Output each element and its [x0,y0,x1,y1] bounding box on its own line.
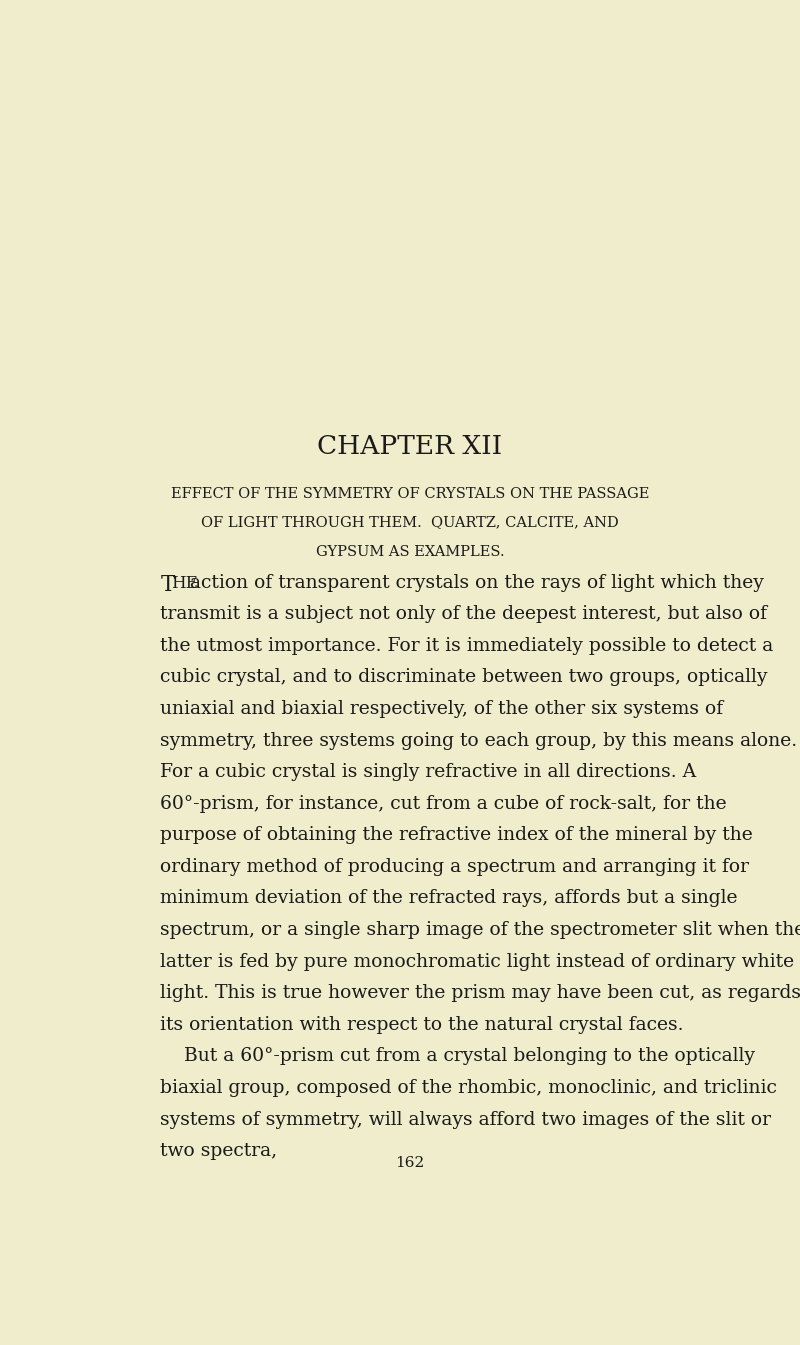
Text: systems of symmetry, will always afford two images of the slit or: systems of symmetry, will always afford … [161,1111,771,1128]
Text: 60°-prism, for instance, cut from a cube of rock-salt, for the: 60°-prism, for instance, cut from a cube… [161,795,727,812]
Text: But a 60°-prism cut from a crystal belonging to the optically: But a 60°-prism cut from a crystal belon… [184,1048,755,1065]
Text: ordinary method of producing a spectrum and arranging it for: ordinary method of producing a spectrum … [161,858,750,876]
Text: minimum deviation of the refracted rays, affords but a single: minimum deviation of the refracted rays,… [161,889,738,908]
Text: T: T [161,573,175,596]
Text: uniaxial and biaxial respectively, of the other six systems of: uniaxial and biaxial respectively, of th… [161,699,723,718]
Text: EFFECT OF THE SYMMETRY OF CRYSTALS ON THE PASSAGE: EFFECT OF THE SYMMETRY OF CRYSTALS ON TH… [171,487,649,500]
Text: action of transparent crystals on the rays of light which they: action of transparent crystals on the ra… [184,573,763,592]
Text: spectrum, or a single sharp image of the spectrometer slit when the: spectrum, or a single sharp image of the… [161,921,800,939]
Text: latter is fed by pure monochromatic light instead of ordinary white: latter is fed by pure monochromatic ligh… [161,952,794,971]
Text: transmit is a subject not only of the deepest interest, but also of: transmit is a subject not only of the de… [161,605,767,623]
Text: cubic crystal, and to discriminate between two groups, optically: cubic crystal, and to discriminate betwe… [161,668,768,686]
Text: HE: HE [170,574,198,592]
Text: two spectra,: two spectra, [161,1142,278,1161]
Text: light. This is true however the prism may have been cut, as regards: light. This is true however the prism ma… [161,985,800,1002]
Text: For a cubic crystal is singly refractive in all directions. A: For a cubic crystal is singly refractive… [161,763,697,781]
Text: GYPSUM AS EXAMPLES.: GYPSUM AS EXAMPLES. [316,545,504,558]
Text: biaxial group, composed of the rhombic, monoclinic, and triclinic: biaxial group, composed of the rhombic, … [161,1079,778,1098]
Text: its orientation with respect to the natural crystal faces.: its orientation with respect to the natu… [161,1015,684,1034]
Text: purpose of obtaining the refractive index of the mineral by the: purpose of obtaining the refractive inde… [161,826,754,845]
Text: OF LIGHT THROUGH THEM.  QUARTZ, CALCITE, AND: OF LIGHT THROUGH THEM. QUARTZ, CALCITE, … [201,515,619,530]
Text: CHAPTER XII: CHAPTER XII [318,434,502,459]
Text: the utmost importance. For it is immediately possible to detect a: the utmost importance. For it is immedia… [161,636,774,655]
Text: 162: 162 [395,1155,425,1170]
Text: symmetry, three systems going to each group, by this means alone.: symmetry, three systems going to each gr… [161,732,798,749]
